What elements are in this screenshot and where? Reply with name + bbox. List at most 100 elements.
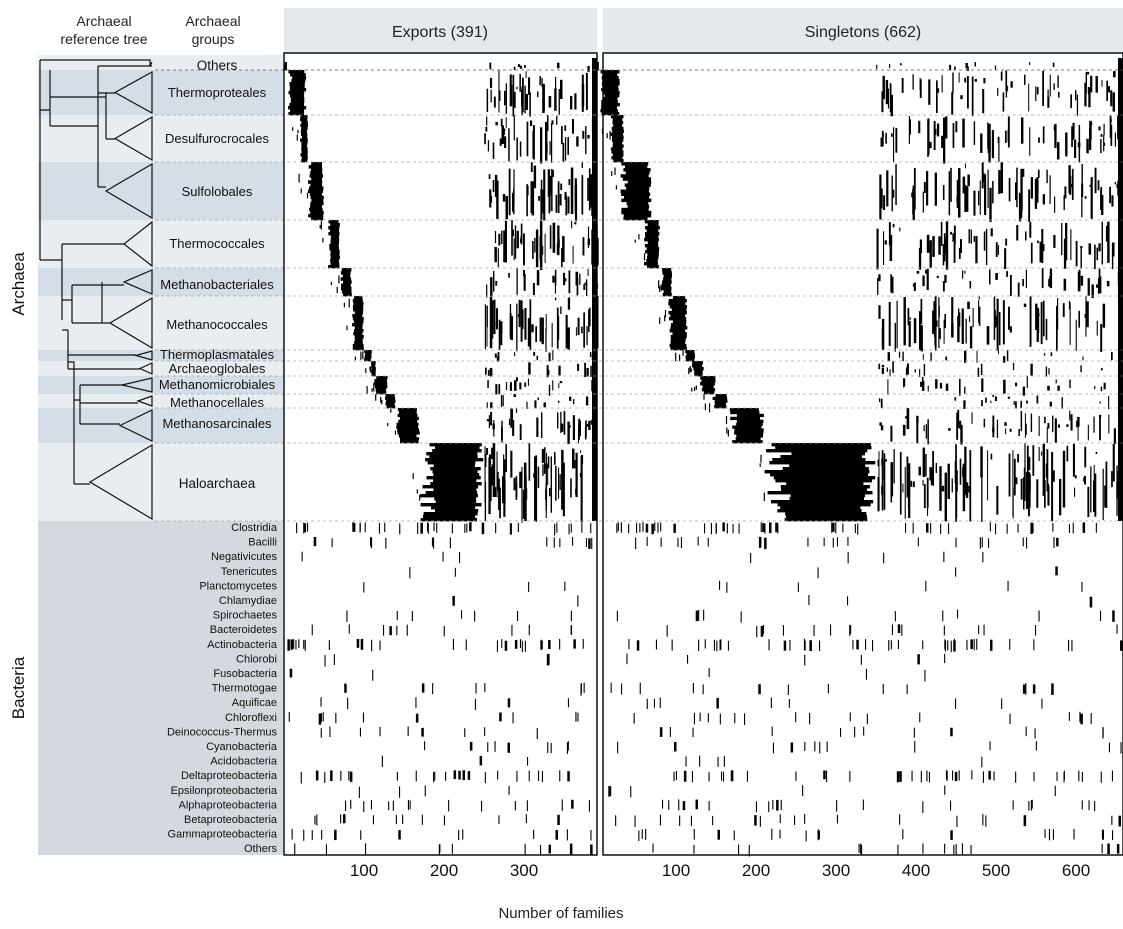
matrix-cell xyxy=(973,190,976,216)
matrix-cell xyxy=(353,320,364,324)
matrix-cell xyxy=(878,274,881,282)
matrix-cell xyxy=(301,141,308,145)
matrix-cell xyxy=(1101,221,1103,265)
matrix-cell xyxy=(612,141,623,145)
matrix-cell xyxy=(889,64,891,69)
matrix-cell xyxy=(625,165,648,169)
clade-triangle xyxy=(104,162,153,220)
matrix-cell xyxy=(308,213,324,218)
matrix-cell xyxy=(1109,186,1111,204)
matrix-cell xyxy=(926,171,929,206)
clade-triangle xyxy=(136,395,153,407)
matrix-cell xyxy=(1033,772,1035,782)
matrix-cell xyxy=(620,523,622,533)
matrix-cell xyxy=(734,428,764,432)
matrix-cell xyxy=(1042,70,1044,106)
matrix-cell xyxy=(621,207,649,212)
matrix-cell xyxy=(334,829,337,841)
matrix-cell xyxy=(923,484,926,509)
matrix-cell xyxy=(396,425,419,429)
matrix-cell xyxy=(576,136,579,147)
matrix-cell xyxy=(907,363,909,375)
matrix-cell xyxy=(748,844,750,857)
matrix-cell xyxy=(1084,196,1087,199)
matrix-cell xyxy=(556,522,558,533)
matrix-cell xyxy=(890,274,892,293)
matrix-cell xyxy=(725,416,728,425)
matrix-cell xyxy=(671,639,673,651)
matrix-cell xyxy=(795,712,797,723)
matrix-cell xyxy=(712,815,714,826)
matrix-cell xyxy=(519,639,521,649)
matrix-cell xyxy=(507,698,511,708)
matrix-cell xyxy=(943,233,946,262)
matrix-cell xyxy=(878,451,880,502)
matrix-cell xyxy=(512,420,515,436)
matrix-cell xyxy=(1081,582,1083,592)
matrix-cell xyxy=(954,66,956,70)
matrix-cell xyxy=(1044,416,1046,424)
matrix-cell xyxy=(484,453,487,468)
x-tick-label: 100 xyxy=(350,861,378,880)
matrix-cell xyxy=(569,396,572,401)
matrix-cell xyxy=(1107,86,1110,93)
matrix-cell xyxy=(887,352,890,362)
matrix-cell xyxy=(992,181,994,204)
matrix-cell xyxy=(1077,271,1081,292)
matrix-cell xyxy=(973,639,975,651)
matrix-cell xyxy=(973,121,976,145)
matrix-cell xyxy=(310,210,324,215)
matrix-cell xyxy=(669,727,671,737)
matrix-cell xyxy=(626,186,650,190)
matrix-cell xyxy=(1010,274,1012,296)
matrix-cell xyxy=(385,396,396,400)
matrix-cell xyxy=(289,103,304,107)
matrix-cell xyxy=(770,697,772,709)
matrix-cell xyxy=(1090,122,1093,126)
x-tick-label: 200 xyxy=(430,861,458,880)
matrix-cell xyxy=(899,814,901,825)
matrix-cell xyxy=(771,500,874,504)
matrix-cell xyxy=(804,814,806,824)
matrix-cell xyxy=(647,241,659,245)
matrix-cell xyxy=(1094,385,1096,389)
bacterial-group-label: Fusobacteria xyxy=(213,668,277,680)
matrix-cell xyxy=(627,180,652,184)
matrix-cell xyxy=(1090,177,1093,219)
matrix-cell xyxy=(528,77,531,95)
matrix-cell xyxy=(508,418,511,426)
matrix-cell xyxy=(1030,363,1033,376)
matrix-cell xyxy=(515,408,518,413)
matrix-cell xyxy=(704,523,706,534)
bacterial-group-label: Thermotogae xyxy=(212,683,277,695)
matrix-cell xyxy=(996,419,999,438)
matrix-cell xyxy=(330,250,340,254)
matrix-cell xyxy=(922,640,924,650)
matrix-cell xyxy=(977,367,980,378)
matrix-cell xyxy=(388,801,390,811)
matrix-cell xyxy=(322,712,324,722)
matrix-cell xyxy=(287,639,290,651)
matrix-cell xyxy=(1074,139,1077,158)
matrix-cell xyxy=(785,512,867,516)
matrix-cell xyxy=(364,358,371,362)
matrix-cell xyxy=(354,356,356,361)
matrix-cell xyxy=(1021,117,1024,144)
matrix-cell xyxy=(533,829,535,839)
matrix-cell xyxy=(533,352,536,356)
matrix-cell xyxy=(409,567,411,579)
matrix-cell xyxy=(541,412,543,438)
matrix-cell xyxy=(903,378,905,388)
matrix-cell xyxy=(561,799,563,811)
archaeal-band xyxy=(38,394,283,408)
matrix-cell xyxy=(397,413,418,418)
matrix-cell xyxy=(879,398,881,403)
matrix-cell xyxy=(738,523,740,534)
matrix-cell xyxy=(1002,92,1005,112)
matrix-cell xyxy=(704,403,706,411)
matrix-cell xyxy=(311,198,324,203)
matrix-cell xyxy=(513,238,515,261)
matrix-cell xyxy=(493,96,496,108)
matrix-cell xyxy=(505,382,508,390)
matrix-cell xyxy=(953,640,956,652)
